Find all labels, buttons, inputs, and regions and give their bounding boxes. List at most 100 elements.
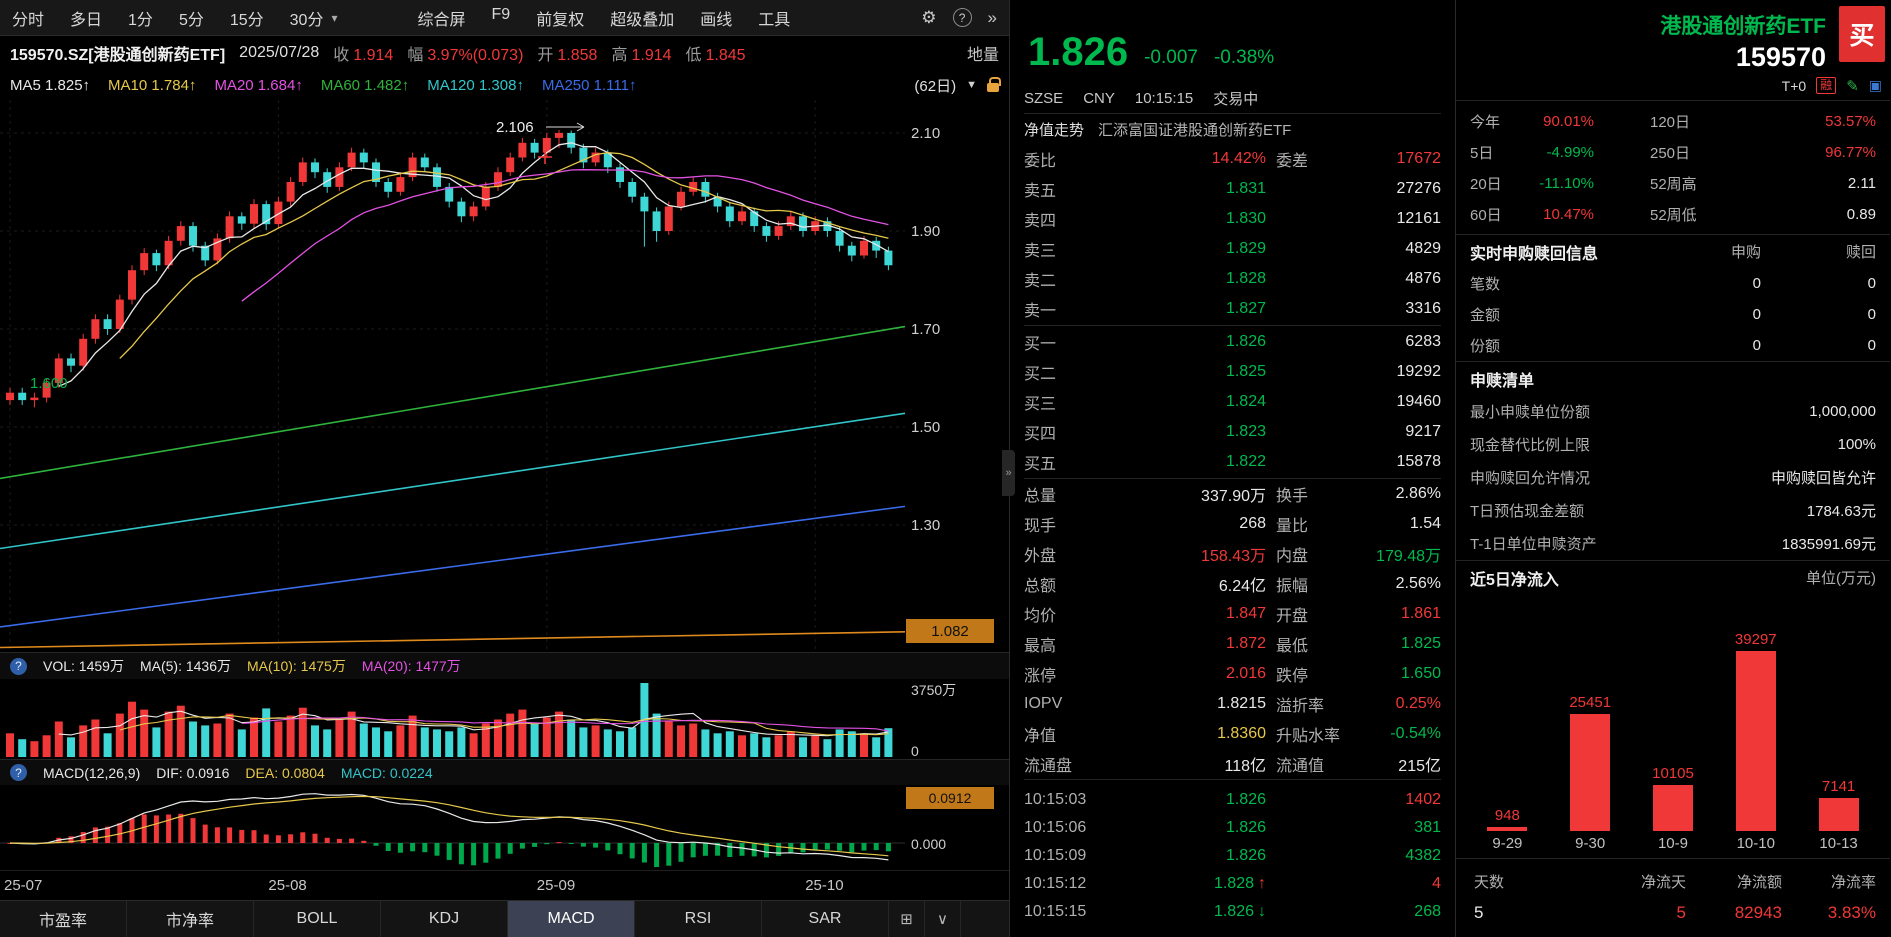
ohlc-fields: 收 1.914 幅 3.97%(0.073) 开 1.858 高 1.914 低 1.845 [333,41,759,65]
tick-row[interactable]: 10:15:09 1.826 4382 [1024,842,1441,870]
session-status: 交易中 [1213,91,1259,108]
period-item-3[interactable]: 5分 [178,11,204,29]
svg-text:3750万: 3750万 [911,682,956,698]
inflow-bar[interactable]: 25451 [1549,598,1632,831]
period-dropdown-icon[interactable]: ▾ [331,10,338,25]
kline-chart[interactable]: 2.10 1.90 1.70 1.50 1.30 2.106 1.600 1.082 [0,100,1009,652]
indicator-help-icon[interactable]: ? [10,657,27,675]
order-book-row-ask[interactable]: 卖三 1.829 4829 [1024,234,1441,264]
tick-time: 10:15:09 [1024,847,1087,864]
book-price: 1.831 [1225,180,1266,197]
toolbar-overflow-icon[interactable]: » [987,7,997,27]
book-volume: 9217 [1405,423,1441,440]
book-level-label: 买二 [1024,366,1057,383]
inflow-bar[interactable]: 10105 [1632,598,1715,831]
inflow-value: 7141 [1821,778,1856,795]
book-divider [1024,325,1441,326]
inflow-bar[interactable]: 948 [1466,598,1549,831]
macd-chart[interactable]: 0.0912 0.000 [0,785,1009,870]
order-book-row-ask[interactable]: 卖一 1.827 3316 [1024,294,1441,324]
order-book-row-bid[interactable]: 买三 1.824 19460 [1024,387,1441,417]
panel-collapse-arrow[interactable]: » [1002,450,1015,496]
svg-text:1.70: 1.70 [911,321,940,338]
tick-time: 10:15:15 [1024,903,1087,920]
add-indicator-icon[interactable]: ⊞ [889,901,925,937]
inflow-bar[interactable]: 7141 [1797,598,1880,831]
order-book-row-ask[interactable]: 卖四 1.830 12161 [1024,204,1441,234]
inflow-value: 10105 [1652,765,1694,782]
tab-BOLL[interactable]: BOLL [254,901,381,937]
tab-市盈率[interactable]: 市盈率 [0,901,127,937]
svg-text:2.106: 2.106 [496,119,534,136]
tab-市净率[interactable]: 市净率 [127,901,254,937]
tick-row[interactable]: 10:15:12 1.828 ↑ 4 [1024,870,1441,898]
tick-price: 1.826 [1225,819,1266,836]
tool-item-3[interactable]: 超级叠加 [610,11,675,29]
nav-trend-link[interactable]: 净值走势 [1024,121,1085,139]
help-icon[interactable]: ? [952,8,972,27]
tick-price: 1.826 [1225,847,1266,864]
tab-SAR[interactable]: SAR [762,901,889,937]
subscription-section-header: 申赎清单 [1456,361,1890,395]
order-book-row-bid[interactable]: 买一 1.826 6283 [1024,327,1441,357]
tick-row[interactable]: 10:15:15 1.826 ↓ 268 [1024,898,1441,926]
settings-gear-icon[interactable]: ⚙ [921,7,937,27]
edit-icon[interactable]: ✎ [1846,77,1859,95]
tool-item-4[interactable]: 画线 [700,11,733,29]
tool-item-5[interactable]: 工具 [758,11,791,29]
order-book-row-bid[interactable]: 买四 1.823 9217 [1024,417,1441,447]
range-collapse-icon[interactable]: ▼ [966,79,977,91]
weibi-value: 14.42% [1211,150,1266,167]
indicator-help-icon[interactable]: ? [10,764,27,781]
tick-time: 10:15:12 [1024,875,1087,892]
footer-value: 5 [1474,903,1484,922]
svg-text:1.30: 1.30 [911,517,940,534]
tick-volume: 1402 [1405,791,1441,808]
inflow-title: 近5日净流入 [1470,571,1559,589]
tick-row[interactable]: 10:15:03 1.826 1402 [1024,786,1441,814]
inflow-category-label: 10-13 [1819,835,1858,852]
etf-code: 159570 [1735,42,1826,72]
svg-text:1.50: 1.50 [911,419,940,436]
svg-text:2.10: 2.10 [911,125,940,142]
tool-item-2[interactable]: 前复权 [536,11,585,29]
period-item-2[interactable]: 1分 [128,11,153,29]
ohlc-field: 高 1.914 [611,47,672,64]
inflow-bar[interactable]: 39297 [1714,598,1797,831]
inflow-unit-label: 单位(万元) [1806,570,1876,587]
indicator-dropdown-icon[interactable]: ∨ [925,901,961,937]
lock-icon[interactable] [987,77,1001,92]
tab-MACD[interactable]: MACD [508,901,635,937]
inflow-bar-chart[interactable]: 948 25451 10105 39297 7141 [1456,594,1890,831]
tool-item-0[interactable]: 综合屏 [417,11,466,29]
volume-chart[interactable]: 3750万 0 [0,679,1009,759]
ma-item: MA120 1.308↑ [427,76,524,94]
order-book-row-ask[interactable]: 卖二 1.828 4876 [1024,264,1441,294]
tool-item-1[interactable]: F9 [491,5,511,23]
book-price: 1.826 [1225,333,1266,350]
book-level-label: 卖一 [1024,303,1057,320]
tick-row[interactable]: 10:15:06 1.826 381 [1024,814,1441,842]
tab-RSI[interactable]: RSI [635,901,762,937]
period-item-0[interactable]: 分时 [12,11,45,29]
data-grid-icon[interactable]: ▣ [1868,77,1882,93]
footer-label: 净流率 [1830,873,1876,891]
tick-price: 1.826 ↓ [1213,903,1266,920]
tick-arrow-icon: ↑ [1258,875,1266,892]
period-item-5[interactable]: 30分 [289,11,324,29]
tab-KDJ[interactable]: KDJ [381,901,508,937]
order-book-row-bid[interactable]: 买五 1.822 15878 [1024,447,1441,477]
subscription-row: 现金替代比例上限 100% [1470,436,1876,454]
inflow-summary: 天数 净流天 净流额 净流率 5 5 82943 3.83% [1456,858,1890,937]
period-item-4[interactable]: 15分 [229,11,264,29]
order-book-row-bid[interactable]: 买二 1.825 19292 [1024,357,1441,387]
footer-label: 天数 [1474,873,1505,891]
order-book-row-ask[interactable]: 卖五 1.831 27276 [1024,174,1441,204]
vol-ma-item: MA(5): 1436万 [139,658,231,674]
svg-text:1.90: 1.90 [911,223,940,240]
book-volume: 19292 [1396,363,1442,380]
svg-text:1.082: 1.082 [931,623,969,640]
buy-button[interactable]: 买 [1839,6,1885,62]
period-item-1[interactable]: 多日 [70,11,103,29]
